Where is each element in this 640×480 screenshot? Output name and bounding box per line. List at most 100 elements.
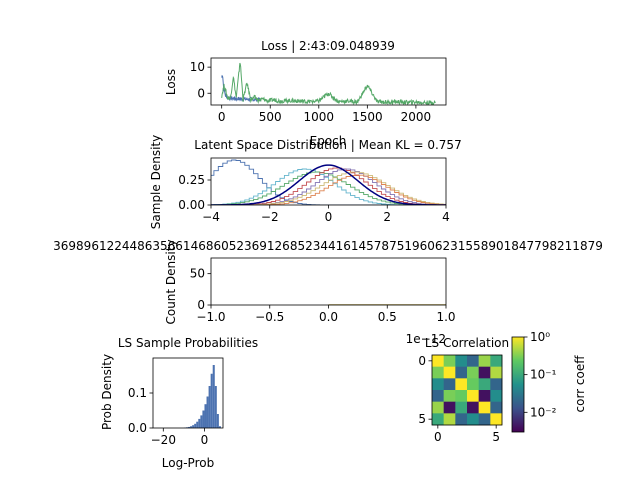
count-ylabel: Count Density (164, 239, 178, 324)
heatmap-cell (467, 355, 479, 367)
heatmap-cell (443, 390, 456, 402)
axes-frame (152, 357, 224, 429)
histogram-bar (212, 365, 215, 428)
heatmap-cell (432, 401, 444, 414)
heatmap-cell (432, 355, 444, 367)
loss-lines (221, 62, 436, 105)
histogram-bar (200, 415, 203, 428)
x-tick-label: 0 (201, 433, 209, 447)
heatmap-cell (478, 401, 491, 414)
probs-panel: LS Sample Probabilities Prob Density Log… (100, 336, 258, 470)
x-tick-label: 500 (259, 110, 282, 124)
histogram-bar (194, 423, 197, 428)
x-tick-label: −2 (261, 210, 279, 224)
heatmap-cell (432, 390, 444, 402)
heatmap-cell (455, 413, 468, 426)
heatmap-cell (443, 413, 456, 426)
axes-frame (431, 354, 503, 426)
x-tick-label: 4 (442, 210, 450, 224)
colorbar-tick-label: 10⁻¹ (530, 368, 557, 382)
histogram-bar (208, 386, 211, 428)
axes-frame (210, 157, 447, 206)
histogram-bar (196, 421, 199, 428)
x-tick-label: 1500 (352, 110, 383, 124)
heatmap-cell (478, 366, 491, 379)
histogram-bar (190, 426, 193, 428)
y-tick-label: 0 (197, 298, 205, 312)
heatmap-cell (432, 366, 444, 379)
y-tick-label: 0.00 (178, 198, 205, 212)
colorbar-label: corr coeff (573, 355, 587, 413)
probs-xlabel: Log-Prob (162, 456, 214, 470)
latent-panel: Latent Space Distribution | Mean KL = 0.… (149, 135, 462, 229)
count-plot: −1.0 −0.5 0.0 0.5 1.0 0 50 (190, 257, 456, 324)
count-offset-text: 1e−12 (406, 332, 446, 346)
histogram-bar (214, 386, 217, 428)
histogram-bar (202, 410, 205, 428)
heatmap-cell (455, 355, 468, 367)
y-tick-label: 0.1 (128, 386, 147, 400)
x-tick-label: 5 (492, 430, 500, 444)
latent-gaussian-curve (211, 164, 446, 205)
heatmap-cell (432, 413, 444, 426)
loss-xlabel: Epoch (310, 134, 347, 148)
loss-title: Loss | 2:43:09.048939 (261, 39, 395, 53)
probs-title: LS Sample Probabilities (118, 336, 258, 350)
heatmap-cell (455, 401, 468, 414)
loss-series-line (221, 62, 436, 105)
loss-ylabel: Loss (164, 69, 178, 95)
heatmap-cell (467, 366, 479, 379)
colorbar-tick-label: 10⁻² (530, 405, 557, 419)
x-tick-label: 2000 (401, 110, 432, 124)
heatmap-cell (478, 378, 491, 391)
x-tick-label: 0.0 (319, 310, 338, 324)
y-tick-label: 0.0 (128, 421, 147, 435)
x-tick-label: −4 (202, 210, 220, 224)
heatmap-cell (443, 378, 456, 391)
y-tick-label: 50 (190, 267, 205, 281)
loss-plot: 0 500 1000 1500 2000 0 10 (190, 57, 447, 124)
y-tick-label: 0 (418, 354, 426, 368)
histogram-bar (216, 414, 219, 428)
x-tick-label: 1000 (304, 110, 335, 124)
histogram-bar (206, 396, 209, 428)
histogram-bar (188, 426, 191, 428)
heatmap-cell (478, 413, 491, 426)
corr-plot: 0 505 (418, 354, 503, 444)
heatmap-cell (443, 401, 456, 414)
heatmap-cell (432, 378, 444, 391)
x-tick-label: 1.0 (436, 310, 455, 324)
axes-frame (210, 257, 447, 306)
colorbar-gradient (511, 336, 525, 433)
x-tick-label: 2 (383, 210, 391, 224)
latent-step-series (211, 159, 446, 205)
heatmap-cell (478, 390, 491, 402)
probs-plot: −20 0 0.0 0.1 (128, 357, 224, 447)
heatmap-cell (467, 401, 479, 414)
heatmap-cell (490, 390, 503, 402)
count-panel: 3698961224486356614686052369126852344161… (53, 239, 603, 346)
heatmap-cell (443, 366, 456, 379)
latent-title: Latent Space Distribution | Mean KL = 0.… (194, 138, 461, 152)
histogram-bar (210, 373, 213, 428)
heatmap-cell (490, 355, 503, 367)
latent-ylabel: Sample Density (149, 135, 163, 229)
x-tick-label: 0 (325, 210, 333, 224)
heatmap-cell (467, 390, 479, 402)
histogram-bar (218, 426, 221, 428)
heatmap-cell (490, 378, 503, 391)
heatmap-cell (455, 390, 468, 402)
colorbar: 10⁰ 10⁻¹ 10⁻² (511, 330, 557, 433)
x-tick-label: 0.5 (378, 310, 397, 324)
x-tick-label: 0 (434, 430, 442, 444)
histogram-bar (192, 425, 195, 428)
loss-panel: Loss | 2:43:09.048939 Loss Epoch 0 500 100… (164, 39, 447, 148)
y-tick-label: 10 (190, 60, 205, 74)
heatmap-cell (443, 355, 456, 367)
count-title: 3698961224486356614686052369126852344161… (53, 239, 603, 253)
heatmap-cell (490, 401, 503, 414)
heatmap-cell (490, 413, 503, 426)
x-tick-label: −1.0 (196, 310, 225, 324)
